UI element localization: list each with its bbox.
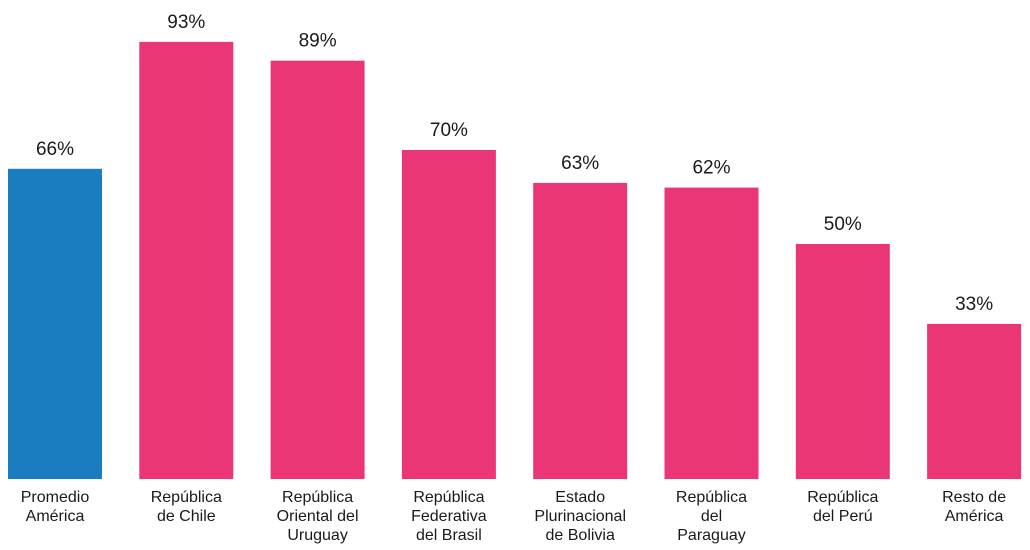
category-label-line: Resto de [942,489,1006,506]
category-label-line: del Brasil [416,527,482,544]
bars-layer [8,41,1022,480]
bar-republica-del-paraguay [664,187,759,479]
category-label-line: República [282,489,353,506]
value-labels-layer: 66% 93% 89% 70% 63% 62% 50% 33% [36,12,993,315]
value-label-republica-de-chile: 93% [167,12,205,33]
category-label-line: de Chile [157,508,216,525]
category-label-republica-del-paraguay: República del Paraguay [676,489,747,544]
category-label-republica-federativa-del-brasil: República Federativa del Brasil [411,489,487,544]
category-label-line: Federativa [411,508,487,525]
value-label-republica-del-peru: 50% [824,214,862,235]
category-label-line: Paraguay [677,527,746,544]
bar-resto-de-america [927,323,1022,479]
bar-republica-oriental-del-uruguay [270,60,365,479]
category-label-line: Estado [555,489,605,506]
category-label-line: República [807,489,878,506]
bar-republica-federativa-del-brasil [401,150,496,479]
value-label-resto-de-america: 33% [955,294,993,315]
value-label-promedio-america: 66% [36,139,74,160]
category-label-line: República [676,489,747,506]
category-label-line: del Perú [813,508,873,525]
bar-republica-del-peru [795,244,890,479]
category-label-republica-del-peru: República del Perú [807,489,878,525]
category-label-line: República [151,489,222,506]
bar-promedio-america [8,168,102,480]
bar-estado-plurinacional-de-bolivia [533,182,628,479]
category-label-line: América [945,508,1004,525]
category-label-line: de Bolivia [546,527,615,544]
bar-republica-de-chile [139,41,234,480]
value-label-republica-federativa-del-brasil: 70% [430,120,468,141]
category-label-line: del [701,508,722,525]
category-label-line: América [26,508,85,525]
category-label-estado-plurinacional-de-bolivia: Estado Plurinacional de Bolivia [534,489,626,544]
category-label-promedio-america: Promedio América [21,489,90,525]
category-label-resto-de-america: Resto de América [942,489,1006,525]
category-label-line: Oriental del [277,508,359,525]
category-label-line: Uruguay [287,527,347,544]
value-label-republica-del-paraguay: 62% [692,158,730,179]
category-label-line: República [413,489,484,506]
category-label-republica-de-chile: República de Chile [151,489,222,525]
value-label-estado-plurinacional-de-bolivia: 63% [561,153,599,174]
category-label-line: Promedio [21,489,90,506]
category-label-republica-oriental-del-uruguay: República Oriental del Uruguay [277,489,359,544]
category-label-line: Plurinacional [534,508,626,525]
value-label-republica-oriental-del-uruguay: 89% [299,31,337,52]
